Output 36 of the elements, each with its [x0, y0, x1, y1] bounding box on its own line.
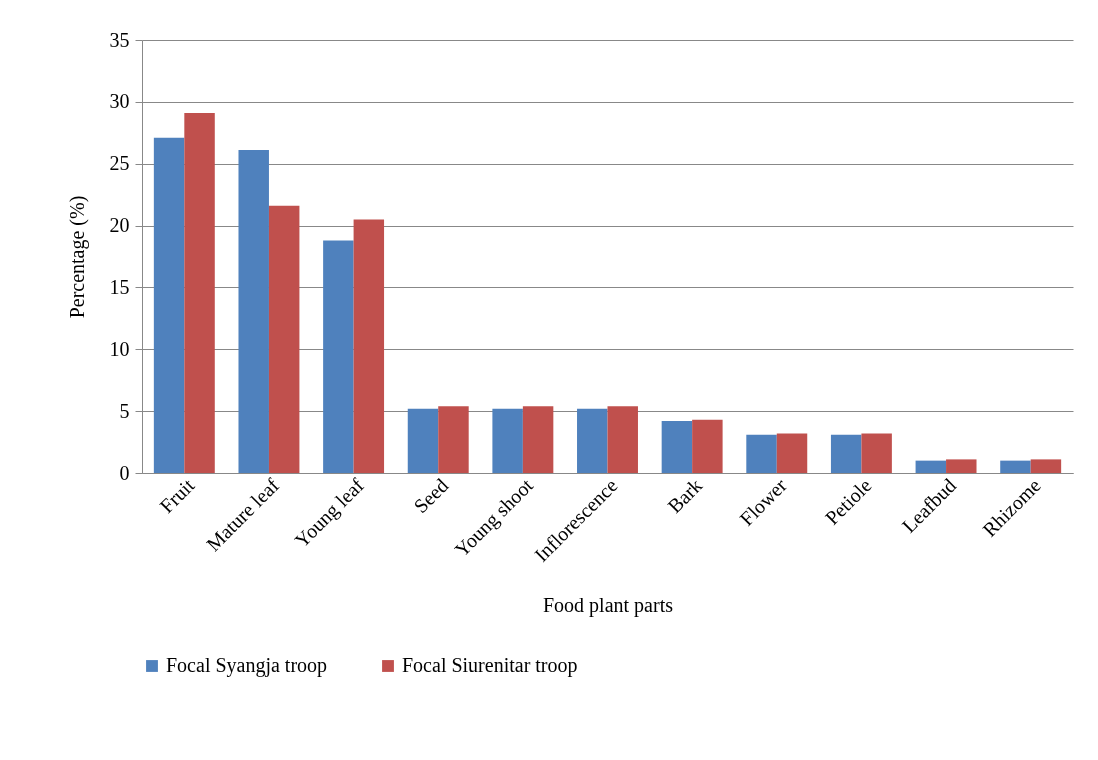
bar [607, 406, 638, 473]
bar [153, 137, 185, 473]
bar [861, 433, 892, 473]
bar [492, 408, 523, 473]
bar [522, 406, 554, 473]
y-tick-label: 30 [109, 90, 130, 113]
bar [830, 434, 862, 473]
legend-label: Focal Siurenitar troop [402, 654, 578, 677]
bar [407, 408, 439, 473]
y-tick-label: 0 [119, 461, 130, 484]
y-tick-label: 5 [119, 399, 130, 422]
bar [184, 112, 215, 473]
x-tick-label: Bark [663, 474, 707, 518]
y-tick-label: 15 [109, 275, 130, 298]
bar [268, 205, 300, 473]
x-tick-label: Fruit [155, 473, 199, 518]
bar [438, 406, 469, 473]
bar [1030, 459, 1062, 473]
x-axis-title: Food plant parts [543, 593, 674, 617]
y-tick-label: 25 [109, 152, 130, 175]
bar [661, 421, 693, 473]
legend-label: Focal Syangja troop [166, 654, 328, 677]
bar [238, 150, 269, 473]
y-tick-label: 20 [109, 214, 130, 237]
bar [692, 419, 723, 473]
bar [776, 433, 808, 473]
y-axis-title: Percentage (%) [65, 195, 89, 319]
bar [577, 408, 608, 473]
y-tick-label: 10 [109, 337, 130, 360]
bar [1000, 460, 1031, 473]
bar [323, 240, 354, 473]
bar [746, 434, 777, 473]
bar [915, 460, 947, 473]
bar [353, 219, 385, 473]
bar [946, 459, 977, 473]
y-tick-label: 35 [109, 28, 130, 51]
